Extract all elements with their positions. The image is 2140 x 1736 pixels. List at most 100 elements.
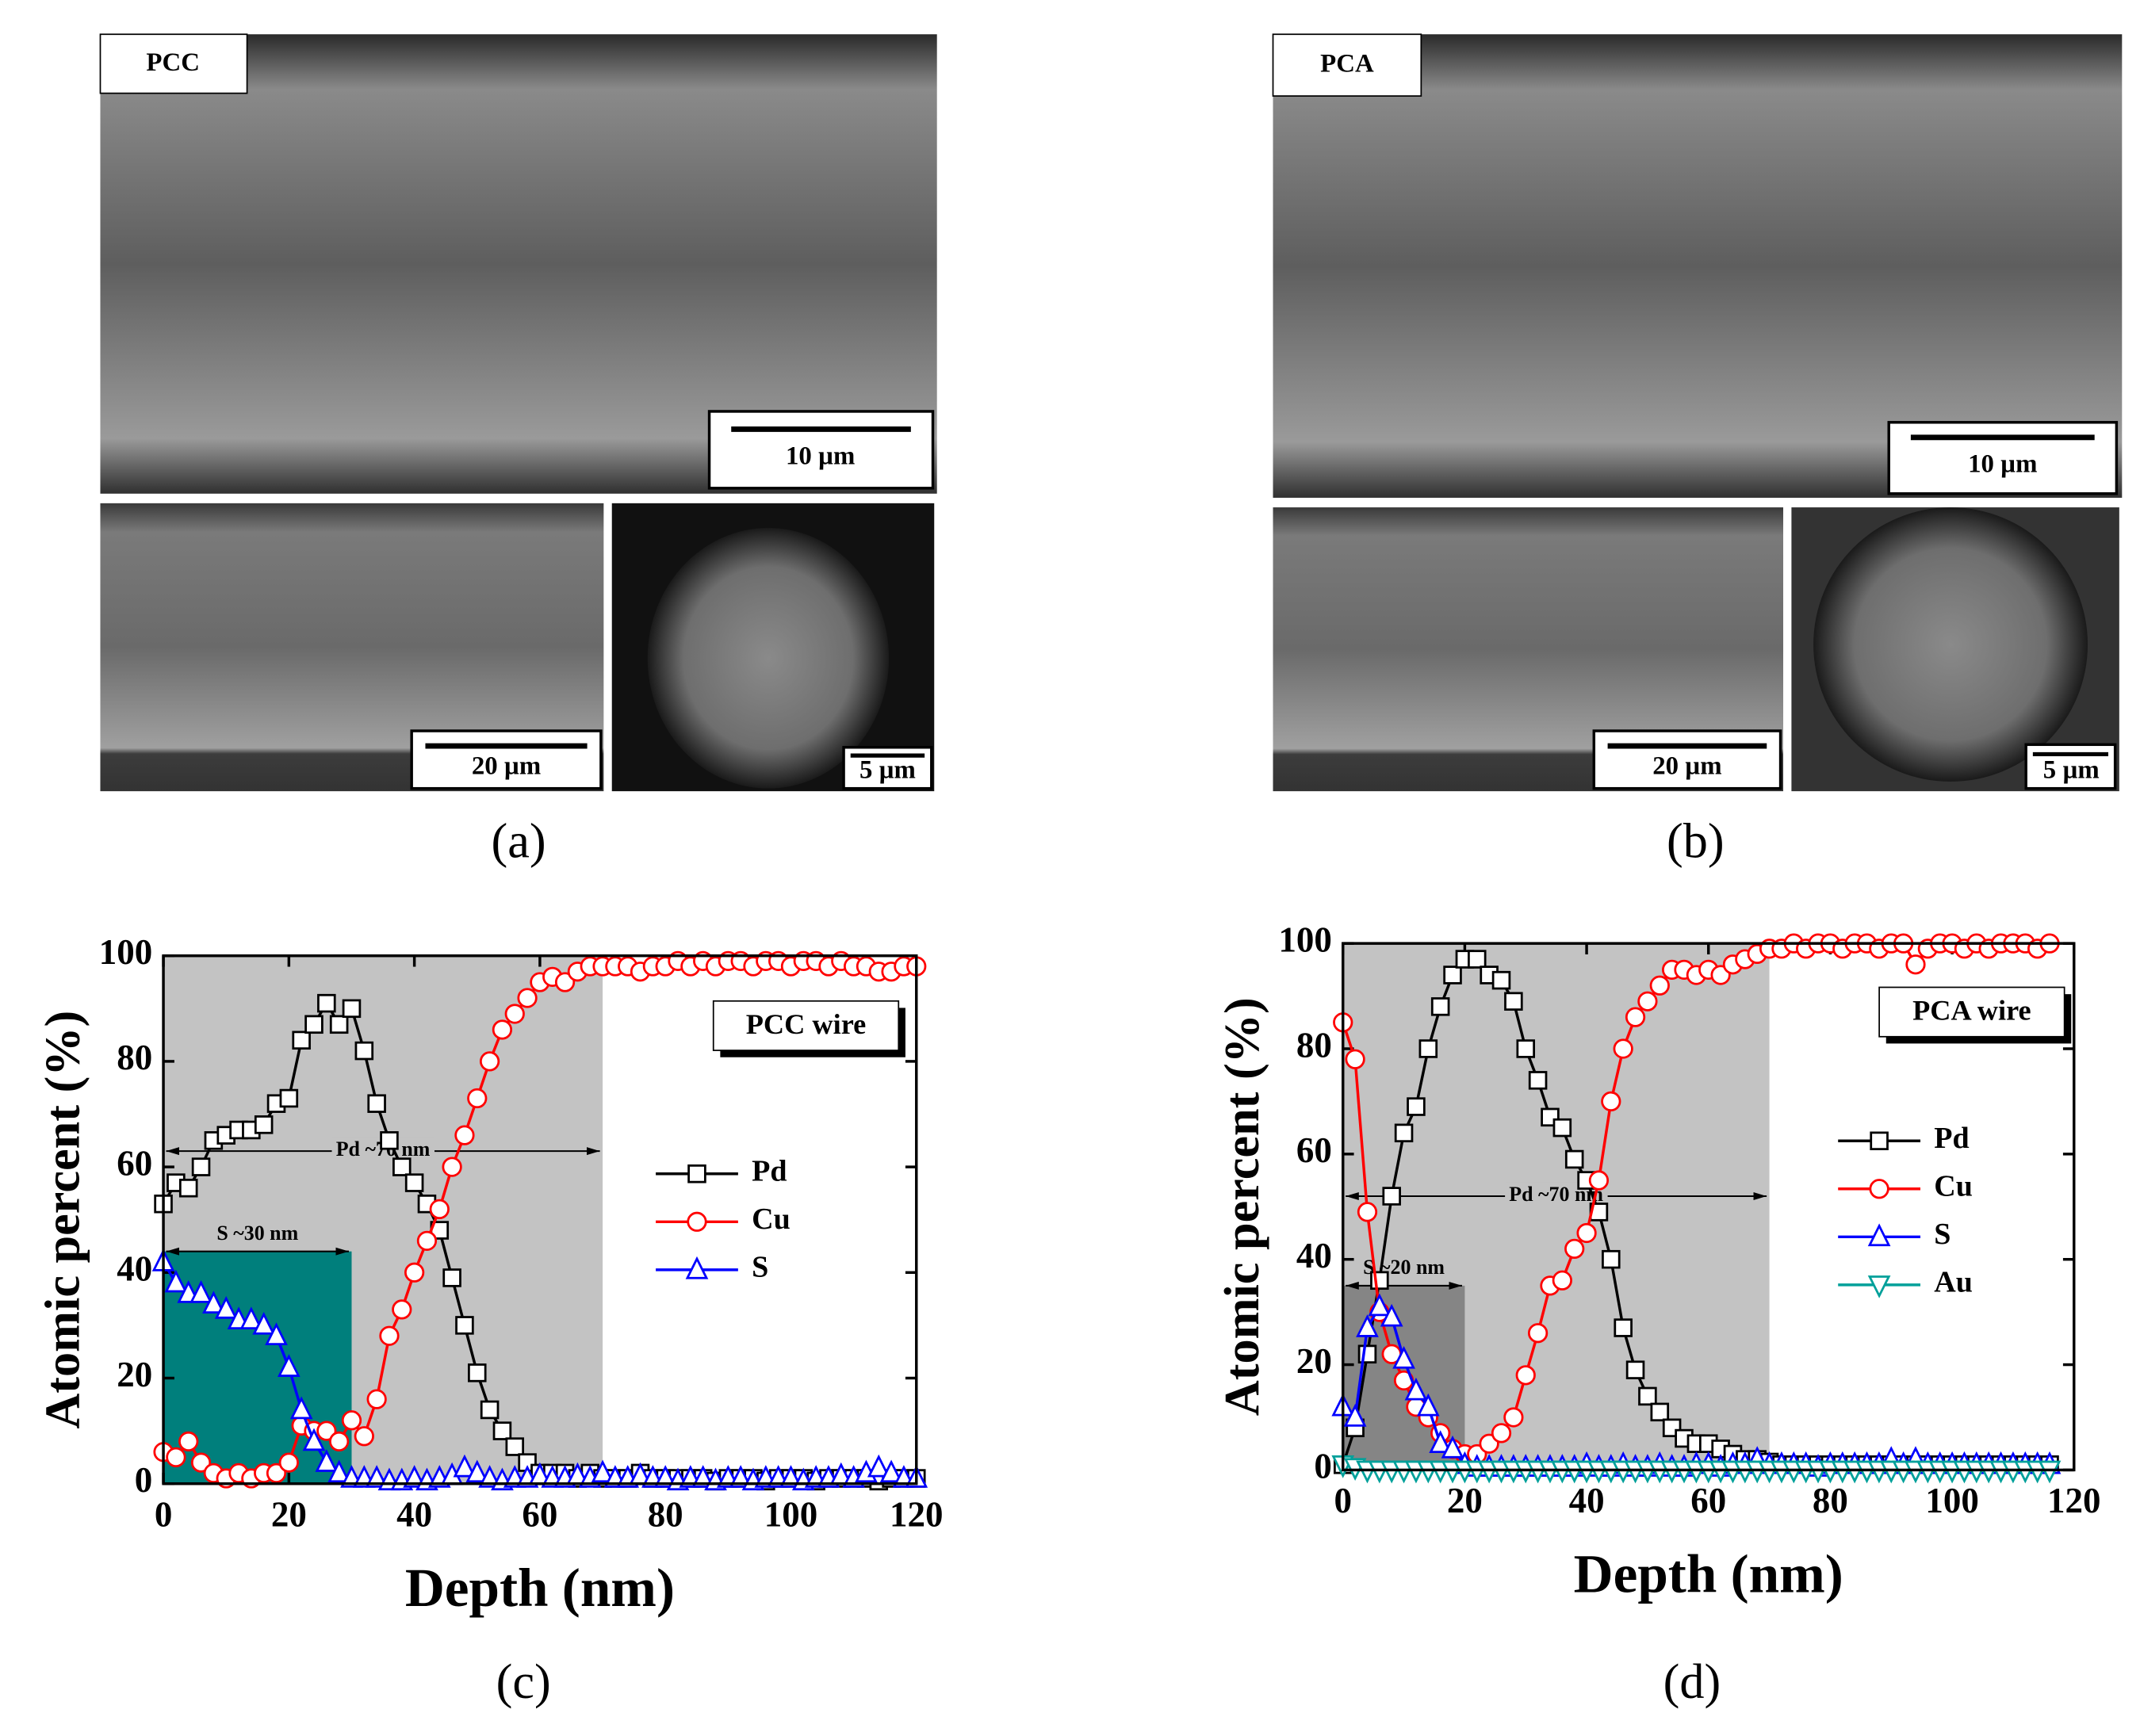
sem-cross-section [647, 527, 890, 789]
marker [442, 1268, 461, 1287]
marker [1613, 1038, 1633, 1059]
marker [292, 1031, 311, 1050]
scale-bar-box [1887, 421, 2119, 495]
legend-marker [1869, 1179, 1889, 1199]
marker [1602, 1249, 1621, 1269]
inset-box [712, 1000, 900, 1051]
y-tick-label: 100 [1278, 920, 1331, 959]
marker [252, 1311, 276, 1335]
marker [1564, 1238, 1585, 1260]
marker [392, 1157, 412, 1176]
marker [867, 1454, 890, 1478]
marker [1504, 992, 1523, 1011]
marker [367, 1094, 386, 1113]
legend-label: Cu [752, 1203, 791, 1236]
marker [1552, 1118, 1572, 1138]
marker [354, 1426, 374, 1447]
y-tick-label: 60 [117, 1143, 152, 1183]
marker [164, 1269, 188, 1293]
marker [404, 1173, 424, 1192]
marker [1527, 1323, 1549, 1344]
y-tick-label: 20 [1296, 1341, 1332, 1381]
marker [691, 1465, 715, 1488]
marker [492, 1019, 513, 1040]
marker [442, 1157, 462, 1177]
marker [478, 1465, 501, 1488]
marker [202, 1291, 225, 1314]
marker [429, 1199, 450, 1220]
marker [1637, 991, 1658, 1011]
marker [479, 1051, 500, 1072]
marker [317, 993, 336, 1013]
y-tick-label: 0 [135, 1460, 152, 1500]
marker [454, 1125, 475, 1145]
panel-label: (b) [1667, 815, 1725, 869]
legend-marker [1870, 1131, 1889, 1151]
y-tick-label: 20 [117, 1355, 152, 1394]
legend-label: Pd [752, 1154, 787, 1187]
legend-label: Cu [1934, 1170, 1973, 1203]
x-tick-label: 80 [1813, 1481, 1848, 1520]
legend-marker [1867, 1275, 1891, 1298]
x-tick-label: 120 [2047, 1481, 2100, 1520]
marker [1443, 966, 1462, 985]
marker [1905, 954, 1926, 975]
marker [729, 1465, 752, 1488]
marker [191, 1157, 211, 1176]
y-tick-label: 80 [117, 1038, 152, 1077]
inset-label: PCA wire [1912, 995, 2031, 1027]
marker [465, 1459, 489, 1483]
marker [554, 972, 576, 992]
plot-frame [162, 954, 918, 1486]
scale-bar-label: 10 µm [786, 442, 855, 470]
legend-marker [687, 1211, 707, 1232]
annotation: S ~30 nm [216, 1222, 298, 1245]
marker [392, 1299, 412, 1320]
marker [1416, 1393, 1440, 1417]
marker [266, 1463, 287, 1484]
marker [379, 1325, 400, 1346]
legend-label: Pd [1934, 1122, 1969, 1155]
marker [1528, 1071, 1548, 1090]
x-tick-label: 0 [1334, 1481, 1351, 1520]
marker [315, 1449, 339, 1472]
sem-image [1273, 34, 2123, 498]
y-tick-label: 40 [1296, 1236, 1332, 1275]
marker [1576, 1222, 1597, 1244]
marker [1429, 1430, 1453, 1453]
marker [879, 1459, 903, 1483]
scale-bar-label: 10 µm [1968, 450, 2037, 479]
marker [1356, 1314, 1379, 1337]
marker [1404, 1377, 1428, 1401]
marker [1380, 1303, 1403, 1327]
marker [403, 1465, 426, 1488]
marker [453, 1454, 477, 1478]
marker [480, 1400, 500, 1420]
x-tick-label: 120 [890, 1494, 943, 1534]
plot-frame [1342, 942, 2076, 1472]
marker [1407, 1097, 1426, 1116]
legend-label: S [752, 1251, 768, 1284]
marker [1649, 975, 1670, 996]
marker [380, 1131, 399, 1150]
panel-label: (a) [492, 815, 546, 869]
marker [366, 1389, 387, 1409]
marker [1625, 1360, 1645, 1379]
marker [653, 1465, 677, 1488]
y-tick-label: 80 [1296, 1025, 1332, 1065]
marker [468, 1363, 487, 1382]
marker [189, 1280, 212, 1303]
marker [1357, 1344, 1377, 1364]
marker [1441, 1435, 1464, 1459]
marker [327, 1459, 351, 1483]
x-tick-label: 80 [648, 1494, 683, 1534]
marker [1491, 970, 1511, 990]
marker [254, 1115, 274, 1134]
marker [278, 1452, 299, 1473]
marker [1430, 997, 1450, 1016]
marker [1468, 950, 1487, 969]
x-axis-label: Depth (nm) [405, 1557, 675, 1618]
marker [341, 1410, 362, 1431]
marker [178, 1178, 198, 1198]
